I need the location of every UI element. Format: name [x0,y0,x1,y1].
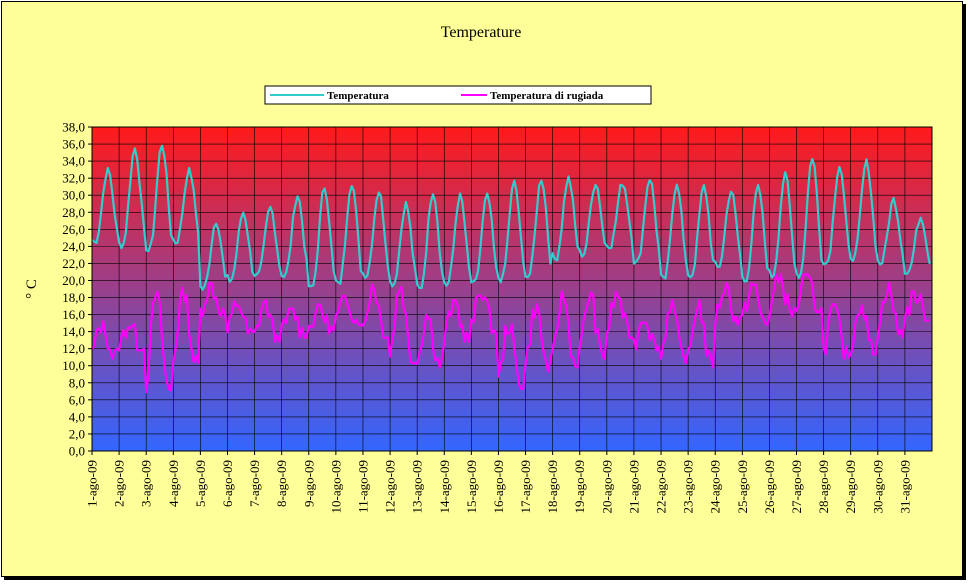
chart-title: Temperature [441,24,522,41]
x-tick-label: 5-ago-09 [193,460,208,507]
x-tick-label: 11-ago-09 [355,460,370,513]
x-tick-label: 25-ago-09 [735,460,750,513]
y-tick-label: 26,0 [62,222,85,237]
x-tick-label: 29-ago-09 [843,460,858,513]
x-tick-label: 4-ago-09 [166,460,181,507]
x-tick-label: 12-ago-09 [383,460,398,513]
x-tick-label: 31-ago-09 [897,460,912,513]
y-tick-label: 4,0 [69,409,85,424]
y-tick-label: 36,0 [62,137,85,152]
x-tick-label: 16-ago-09 [491,460,506,513]
series-line-temperatura [91,144,931,291]
x-tick-label: 9-ago-09 [301,460,316,507]
axes [88,126,933,455]
plot-border [91,126,933,452]
x-tick-label: 10-ago-09 [328,460,343,513]
x-tick-label: 28-ago-09 [816,460,831,513]
legend-label-temperatura: Temperatura [327,90,389,102]
x-tick-label: 13-ago-09 [410,460,425,513]
x-tick-labels: 1-ago-09 2-ago-09 3-ago-09 4-ago-09 5-ago-09… [85,460,913,513]
x-tick-label: 7-ago-09 [247,460,262,507]
x-tick-label: 17-ago-09 [518,460,533,513]
y-tick-label: 32,0 [62,171,85,186]
y-tick-label: 34,0 [62,154,85,169]
y-tick-label: 18,0 [62,290,85,305]
x-tick-label: 20-ago-09 [599,460,614,513]
y-tick-label: 30,0 [62,188,85,203]
y-tick-label: 24,0 [62,239,85,254]
x-tick-label: 30-ago-09 [870,460,885,513]
grid [91,126,933,452]
y-tick-labels: 0,0 2,0 4,0 6,0 8,0 10,0 12,0 14,0 16,0 18,0 20,0 2… [62,120,85,459]
y-tick-label: 22,0 [62,256,85,271]
x-tick-label: 19-ago-09 [572,460,587,513]
x-tick-label: 27-ago-09 [789,460,804,513]
y-tick-label: 14,0 [62,324,85,339]
x-tick-label: 2-ago-09 [112,460,127,507]
x-tick-label: 6-ago-09 [220,460,235,507]
y-tick-label: 8,0 [69,375,85,390]
x-tick-label: 21-ago-09 [626,460,641,513]
x-tick-label: 1-ago-09 [85,460,100,507]
y-tick-label: 10,0 [62,358,85,373]
x-tick-label: 22-ago-09 [654,460,669,513]
x-tick-label: 26-ago-09 [762,460,777,513]
legend-label-rugiada: Temperatura di rugiada [490,90,604,102]
y-tick-label: 2,0 [69,426,85,441]
y-axis-label: ° C [24,279,40,299]
y-tick-label: 28,0 [62,205,85,220]
series-layer [91,144,931,394]
x-tick-label: 14-ago-09 [437,460,452,513]
legend-box [264,85,652,105]
x-tick-label: 18-ago-09 [545,460,560,513]
x-tick-label: 15-ago-09 [464,460,479,513]
y-tick-label: 12,0 [62,341,85,356]
x-tick-label: 24-ago-09 [708,460,723,513]
y-tick-label: 20,0 [62,273,85,288]
series-line-rugiada [91,273,930,394]
y-tick-label: 6,0 [69,392,85,407]
plot-area [92,127,932,451]
y-tick-label: 0,0 [69,444,85,459]
x-tick-label: 23-ago-09 [681,460,696,513]
y-tick-label: 38,0 [62,120,85,135]
x-tick-label: 8-ago-09 [274,460,289,507]
x-tick-label: 3-ago-09 [139,460,154,507]
y-tick-label: 16,0 [62,307,85,322]
legend: Temperatura Temperatura di rugiada [264,85,652,105]
